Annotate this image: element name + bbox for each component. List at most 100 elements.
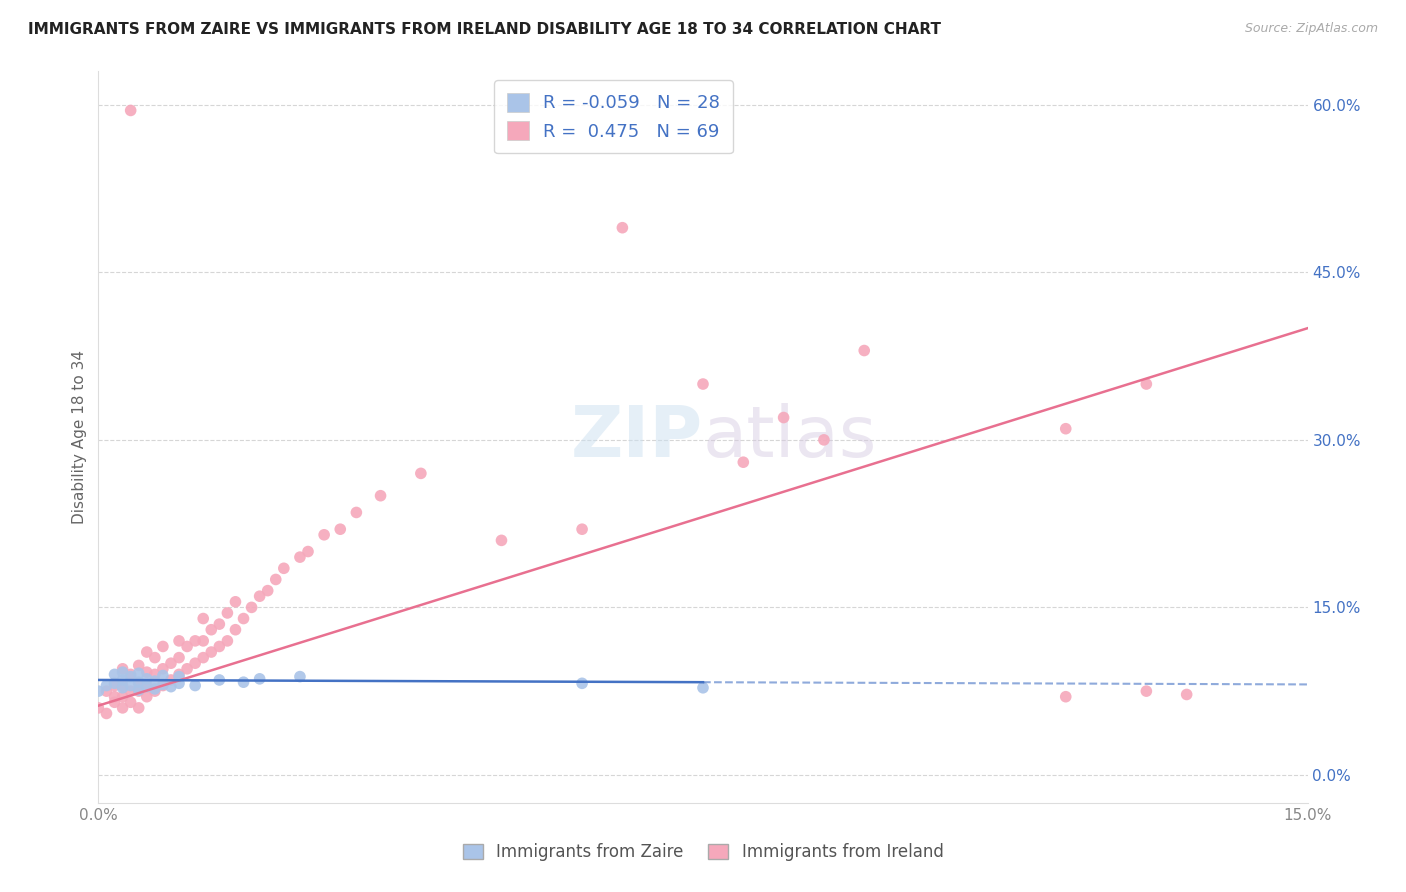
Point xyxy=(135,690,157,704)
Point xyxy=(232,611,254,625)
Text: IMMIGRANTS FROM ZAIRE VS IMMIGRANTS FROM IRELAND DISABILITY AGE 18 TO 34 CORRELA: IMMIGRANTS FROM ZAIRE VS IMMIGRANTS FROM… xyxy=(28,22,941,37)
Point xyxy=(87,701,110,715)
Point xyxy=(103,676,125,690)
Point xyxy=(143,650,166,665)
Point xyxy=(128,701,150,715)
Point xyxy=(176,662,198,676)
Point xyxy=(128,683,150,698)
Point xyxy=(193,650,215,665)
Point xyxy=(273,561,295,575)
Point xyxy=(193,633,215,648)
Point xyxy=(264,573,287,587)
Point xyxy=(103,667,125,681)
Point xyxy=(87,684,110,698)
Point xyxy=(409,467,432,481)
Point xyxy=(256,583,278,598)
Point xyxy=(208,640,231,654)
Point xyxy=(143,684,166,698)
Point xyxy=(208,673,231,687)
Point xyxy=(571,676,593,690)
Point xyxy=(152,677,174,691)
Point xyxy=(135,679,157,693)
Point xyxy=(240,600,263,615)
Point xyxy=(184,657,207,671)
Point xyxy=(813,433,835,447)
Point xyxy=(370,489,392,503)
Point xyxy=(128,684,150,698)
Point xyxy=(167,650,190,665)
Point xyxy=(571,522,593,536)
Point xyxy=(249,589,271,603)
Point xyxy=(329,522,352,536)
Point xyxy=(200,623,222,637)
Point xyxy=(1175,688,1198,702)
Point xyxy=(111,673,134,687)
Legend: Immigrants from Zaire, Immigrants from Ireland: Immigrants from Zaire, Immigrants from I… xyxy=(456,837,950,868)
Point xyxy=(128,676,150,690)
Point xyxy=(167,670,190,684)
Point xyxy=(288,550,311,565)
Point xyxy=(120,667,142,681)
Text: ZIP: ZIP xyxy=(571,402,703,472)
Point xyxy=(224,595,246,609)
Point xyxy=(160,680,183,694)
Point xyxy=(103,679,125,693)
Point xyxy=(152,679,174,693)
Point xyxy=(111,701,134,715)
Point xyxy=(167,676,190,690)
Point xyxy=(120,103,142,118)
Point xyxy=(208,617,231,632)
Point xyxy=(152,640,174,654)
Point xyxy=(120,684,142,698)
Point xyxy=(160,657,183,671)
Point xyxy=(143,674,166,689)
Point xyxy=(692,377,714,392)
Text: Source: ZipAtlas.com: Source: ZipAtlas.com xyxy=(1244,22,1378,36)
Point xyxy=(111,681,134,695)
Point xyxy=(160,673,183,687)
Point xyxy=(491,533,513,548)
Point xyxy=(224,623,246,637)
Point xyxy=(111,679,134,693)
Point xyxy=(111,662,134,676)
Point xyxy=(612,220,634,235)
Point xyxy=(135,665,157,680)
Point xyxy=(1054,422,1077,436)
Point xyxy=(143,681,166,696)
Point xyxy=(314,528,336,542)
Point xyxy=(184,633,207,648)
Point xyxy=(217,606,239,620)
Point xyxy=(103,695,125,709)
Point xyxy=(1135,684,1157,698)
Point xyxy=(249,672,271,686)
Point xyxy=(1135,377,1157,392)
Point xyxy=(733,455,755,469)
Point xyxy=(200,645,222,659)
Point xyxy=(193,611,215,625)
Point xyxy=(1054,690,1077,704)
Point xyxy=(120,679,142,693)
Point xyxy=(103,690,125,704)
Point xyxy=(152,662,174,676)
Point xyxy=(772,410,794,425)
Point xyxy=(128,658,150,673)
Point xyxy=(217,633,239,648)
Point xyxy=(152,668,174,682)
Point xyxy=(167,633,190,648)
Point xyxy=(692,681,714,695)
Point xyxy=(184,679,207,693)
Point xyxy=(111,690,134,704)
Point xyxy=(288,670,311,684)
Point xyxy=(344,506,367,520)
Point xyxy=(135,672,157,686)
Point xyxy=(120,670,142,684)
Point xyxy=(128,666,150,681)
Point xyxy=(143,667,166,681)
Point xyxy=(120,695,142,709)
Point xyxy=(176,640,198,654)
Point xyxy=(853,343,876,358)
Point xyxy=(135,645,157,659)
Point xyxy=(128,675,150,690)
Y-axis label: Disability Age 18 to 34: Disability Age 18 to 34 xyxy=(72,350,87,524)
Point xyxy=(96,706,118,721)
